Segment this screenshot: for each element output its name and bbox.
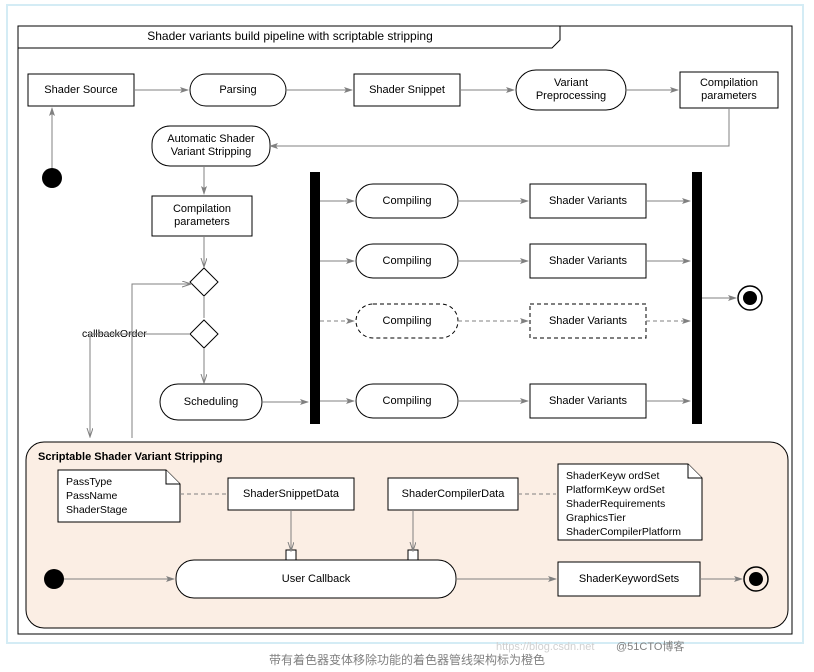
caption: 带有着色器变体移除功能的着色器管线架构标为橙色: [0, 651, 814, 668]
join-bar: [692, 172, 702, 424]
port-snippet: [286, 550, 296, 560]
label-cp1: Compilation: [700, 77, 758, 89]
note1-l2: PassName: [66, 490, 118, 502]
label-snippet-data: ShaderSnippetData: [243, 488, 340, 500]
initial-node-region: [44, 569, 64, 589]
label-parsing: Parsing: [219, 84, 256, 96]
label-compiling-1: Compiling: [383, 195, 432, 207]
decision-2: [190, 320, 218, 348]
frame-title: Shader variants build pipeline with scri…: [147, 29, 433, 43]
note2-l4: GraphicsTier: [566, 512, 626, 524]
label-vp1: Variant: [554, 77, 588, 89]
note2-l3: ShaderRequirements: [566, 498, 665, 510]
label-keyword-sets: ShaderKeywordSets: [579, 573, 680, 585]
label-compiling-2: Compiling: [383, 255, 432, 267]
label-shader-source: Shader Source: [44, 84, 117, 96]
fork-bar: [310, 172, 320, 424]
label-variants-1: Shader Variants: [549, 195, 628, 207]
initial-node-main: [42, 168, 62, 188]
note1-l3: ShaderStage: [66, 504, 127, 516]
port-compiler: [408, 550, 418, 560]
label-variants-4: Shader Variants: [549, 395, 628, 407]
label-compiling-3: Compiling: [383, 315, 432, 327]
diagram-svg: Shader variants build pipeline with scri…: [0, 0, 814, 672]
label-cp2a: Compilation: [173, 203, 231, 215]
label-cp2b: parameters: [174, 216, 230, 228]
note1-l1: PassType: [66, 476, 112, 488]
label-as2: Variant Stripping: [171, 146, 252, 158]
label-shader-snippet: Shader Snippet: [369, 84, 445, 96]
note2-l5: ShaderCompilerPlatform: [566, 526, 681, 538]
note2-l1: ShaderKeyw ordSet: [566, 470, 659, 482]
label-user-callback: User Callback: [282, 573, 351, 585]
label-compiling-4: Compiling: [383, 395, 432, 407]
scriptable-title: Scriptable Shader Variant Stripping: [38, 451, 223, 463]
diagram-root: Shader variants build pipeline with scri…: [0, 0, 814, 672]
decision-1: [190, 268, 218, 296]
label-as1: Automatic Shader: [167, 133, 255, 145]
label-compiler-data: ShaderCompilerData: [402, 488, 506, 500]
note2-l2: PlatformKeyw ordSet: [566, 484, 665, 496]
label-scheduling: Scheduling: [184, 396, 238, 408]
final-node-region-inner: [749, 572, 763, 586]
label-cp2: parameters: [701, 90, 757, 102]
final-node-main-inner: [743, 291, 757, 305]
label-variants-2: Shader Variants: [549, 255, 628, 267]
label-vp2: Preprocessing: [536, 90, 606, 102]
label-variants-3: Shader Variants: [549, 315, 628, 327]
edge-comp-autostrip: [270, 108, 729, 146]
